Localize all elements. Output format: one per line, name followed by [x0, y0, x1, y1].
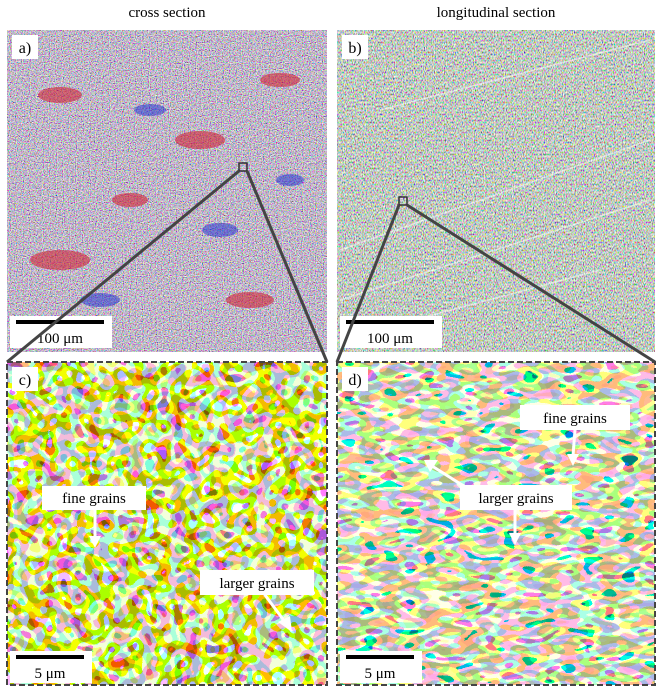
scale-bar-label: 100 μm	[367, 331, 413, 347]
column-header: cross section	[128, 5, 206, 21]
column-header: longitudinal section	[437, 5, 556, 21]
panel-b: b) 100 μm	[337, 30, 655, 352]
panel-c: c) fine grains larger grains 5 μm	[7, 362, 327, 685]
panel-label: c)	[19, 372, 31, 389]
annotation: larger grains	[219, 576, 294, 592]
panel-label: b)	[348, 40, 361, 57]
annotation: fine grains	[62, 491, 126, 507]
panel-label: d)	[348, 372, 361, 389]
scale-bar-label: 5 μm	[35, 666, 66, 682]
panel-a: a) 100 μm	[7, 30, 327, 352]
scale-bar-label: 5 μm	[365, 666, 396, 682]
annotation: fine grains	[543, 411, 607, 427]
panel-d: d) fine grains larger grains 5 μm	[337, 362, 655, 685]
figure: cross section longitudinal section a) 10…	[0, 0, 657, 687]
panel-label: a)	[19, 40, 31, 57]
annotation: larger grains	[478, 491, 553, 507]
